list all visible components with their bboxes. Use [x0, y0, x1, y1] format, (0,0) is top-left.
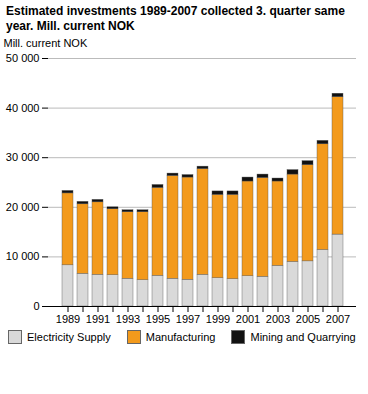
html-text:Estimated investments 1989-200: Estimated investments 1989-2007 collecte… [6, 4, 345, 33]
svg-text:1997: 1997 [176, 313, 200, 325]
svg-text:2001: 2001 [236, 313, 260, 325]
svg-text:Mill. current NOK: Mill. current NOK [4, 37, 88, 49]
svg-text:30 000: 30 000 [6, 151, 40, 163]
svg-text:1989: 1989 [56, 313, 80, 325]
svg-text:1999: 1999 [206, 313, 230, 325]
svg-text:10 000: 10 000 [6, 250, 40, 262]
svg-text:1993: 1993 [116, 313, 140, 325]
svg-text:1995: 1995 [146, 313, 170, 325]
svg-text:2007: 2007 [326, 313, 350, 325]
html-text:Electricity Supply: Electricity Supply [27, 331, 111, 343]
svg-text:40 000: 40 000 [6, 102, 40, 114]
html-text:Mining and Quarrying: Mining and Quarrying [250, 331, 356, 343]
svg-text:1991: 1991 [86, 313, 110, 325]
svg-text:20 000: 20 000 [6, 201, 40, 213]
svg-text:0: 0 [33, 300, 39, 312]
svg-text:50 000: 50 000 [6, 52, 40, 64]
html-text:Manufacturing: Manufacturing [145, 331, 216, 343]
svg-text:2005: 2005 [296, 313, 320, 325]
svg-text:2003: 2003 [266, 313, 290, 325]
